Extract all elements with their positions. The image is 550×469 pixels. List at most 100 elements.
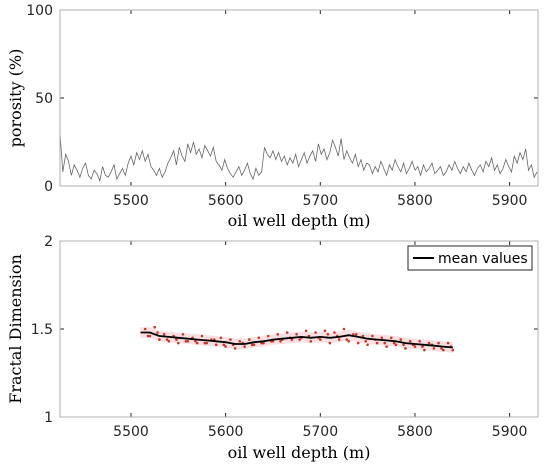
fractal-point [345, 338, 349, 341]
fractal-point [394, 343, 398, 347]
fractal-point [402, 343, 405, 347]
fractal-x-tick-labels: 5500 5600 5700 5800 5900 [113, 424, 527, 440]
fractal-error-band [140, 327, 453, 353]
fractal-point [304, 329, 308, 333]
fractal-point [333, 331, 336, 334]
fractal-point [252, 343, 256, 347]
porosity-y-tick-label: 100 [26, 3, 53, 19]
fractal-point [337, 338, 341, 341]
porosity-y-axis-label: porosity (%) [6, 49, 25, 148]
fractal-mean-line [140, 331, 453, 349]
porosity-x-tick-label: 5800 [397, 193, 433, 209]
fractal-point [279, 340, 282, 343]
fractal-point [224, 345, 227, 348]
fractal-y-axis-label: Fractal Dimension [6, 254, 25, 404]
fractal-point [271, 340, 275, 343]
fractal-point [290, 338, 294, 341]
fractal-y-tick-label: 1 [44, 410, 53, 426]
fractal-point [413, 345, 417, 348]
porosity-y-tick-labels: 0 50 100 [26, 3, 53, 195]
porosity-x-tick-labels: 5500 5600 5700 5800 5900 [113, 193, 527, 209]
fractal-point [392, 341, 396, 345]
fractal-point [165, 338, 169, 341]
fractal-point [375, 341, 379, 345]
fractal-point [143, 327, 147, 331]
porosity-plot-frame [59, 9, 539, 187]
fractal-x-tick-label: 5500 [113, 424, 149, 440]
fractal-point [222, 343, 226, 347]
fractal-x-tick-label: 5700 [302, 424, 338, 440]
fractal-y-tick-label: 1.5 [31, 322, 53, 338]
fractal-point [355, 333, 358, 336]
fractal-x-tick-label: 5600 [208, 424, 244, 440]
fractal-point [266, 334, 270, 338]
fractal-point [326, 333, 330, 336]
fractal-point [408, 340, 412, 343]
fractal-point [238, 340, 242, 343]
fractal-point [442, 348, 445, 352]
fractal-point [383, 341, 387, 345]
fractal-point [260, 341, 263, 345]
fractal-point [432, 347, 436, 350]
fractal-point [257, 336, 261, 340]
fractal-point [418, 340, 422, 343]
fractal-point [195, 341, 199, 345]
fractal-point [371, 334, 374, 338]
fractal-point [186, 340, 190, 343]
fractal-point [177, 341, 180, 345]
fractal-point [175, 338, 178, 341]
fractal-point [262, 341, 265, 345]
legend: mean values [407, 245, 533, 271]
fractal-point [380, 336, 384, 340]
fractal-point [319, 338, 322, 341]
fractal-dimension-chart: 5500 5600 5700 5800 5900 11.52 oil well dept… [6, 234, 539, 462]
fractal-point [307, 334, 311, 338]
porosity-x-tick-label: 5900 [492, 193, 528, 209]
fractal-point [421, 345, 424, 348]
fractal-point [451, 348, 455, 352]
fractal-scatter-points [143, 325, 455, 352]
fractal-point [219, 336, 223, 340]
fractal-point [184, 340, 188, 343]
fractal-y-tick-labels: 11.52 [31, 234, 53, 426]
fractal-point [181, 333, 185, 336]
fractal-point [364, 340, 368, 343]
fractal-point [167, 340, 171, 343]
fractal-error-band-area [140, 327, 453, 353]
porosity-y-tick-label: 50 [35, 91, 53, 107]
fractal-point [250, 343, 254, 347]
fractal-point [427, 341, 431, 345]
fractal-point [248, 338, 251, 341]
fractal-point [229, 338, 232, 341]
fractal-point [295, 333, 298, 336]
fractal-point [214, 343, 218, 347]
fractal-x-axis-label: oil well depth (m) [228, 443, 371, 462]
porosity-chart: 5500 5600 5700 5800 5900 0 50 100 oil well dep… [6, 3, 539, 230]
fractal-point [404, 347, 407, 350]
fractal-point [323, 329, 327, 333]
fractal-point [446, 341, 450, 345]
fractal-x-tick-label: 5900 [492, 424, 528, 440]
fractal-x-tick-label: 5800 [397, 424, 433, 440]
porosity-x-axis-label: oil well depth (m) [228, 211, 371, 230]
fractal-point [437, 341, 440, 345]
porosity-series [59, 133, 538, 183]
fractal-point [298, 338, 301, 341]
fractal-point [233, 347, 237, 350]
fractal-plot-frame [59, 240, 539, 418]
legend-label-mean-values: mean values [438, 251, 528, 267]
fractal-point [352, 333, 355, 336]
fractal-point [440, 347, 443, 350]
fractal-point [385, 345, 388, 348]
fractal-y-tick-label: 2 [44, 234, 53, 250]
fractal-point [399, 338, 403, 341]
fractal-point [390, 336, 393, 340]
porosity-x-tick-label: 5600 [208, 193, 244, 209]
fractal-point [361, 334, 365, 338]
fractal-point [328, 341, 332, 345]
fractal-point [153, 325, 156, 329]
fractal-point [342, 327, 346, 331]
fractal-point [423, 348, 426, 352]
fractal-mean-values-line [140, 331, 453, 349]
